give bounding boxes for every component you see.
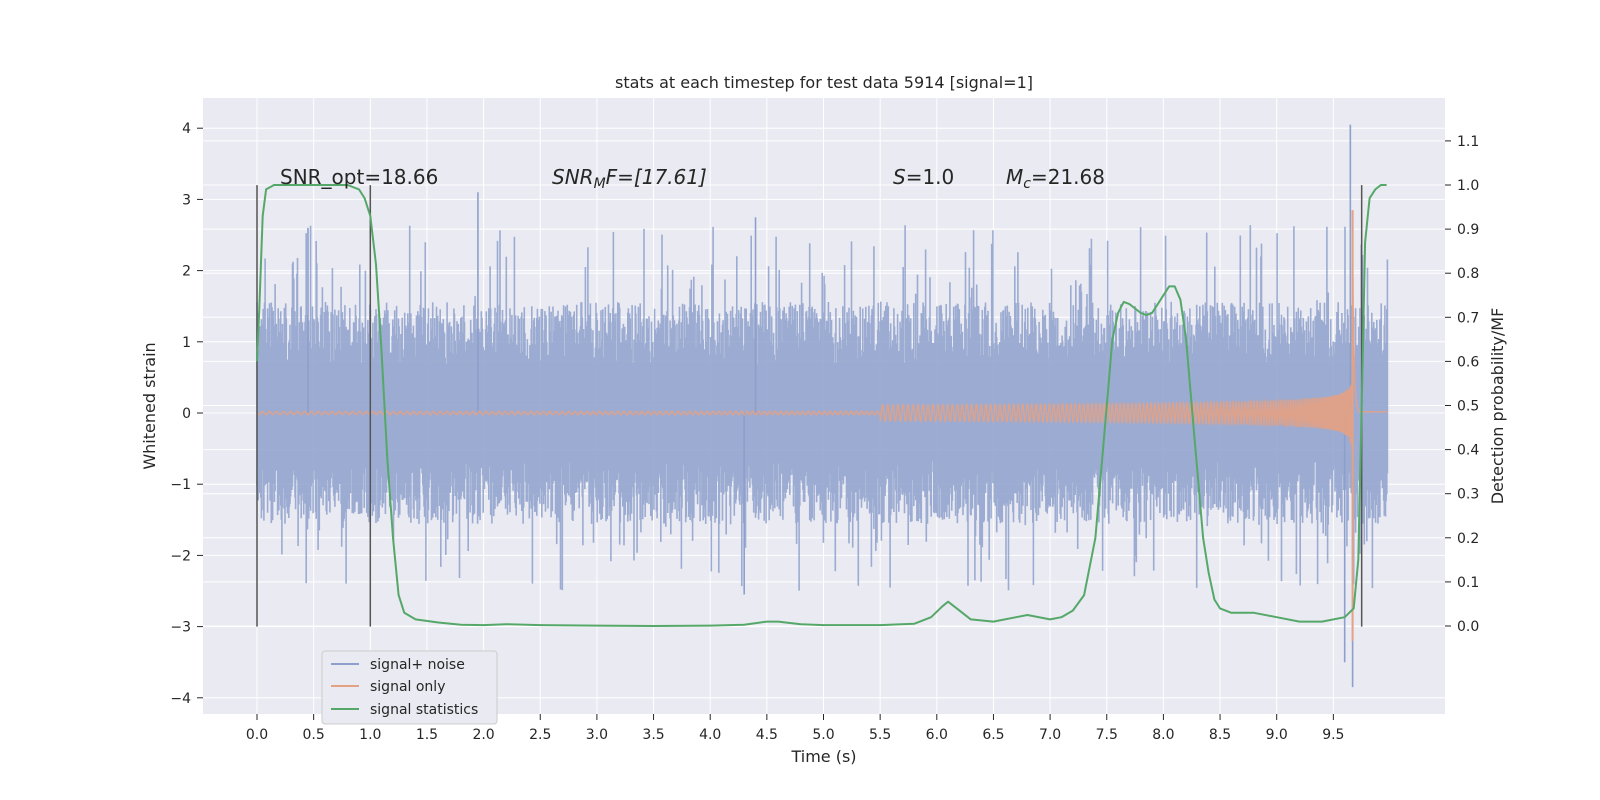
x-tick-label: 1.5 [416, 727, 438, 743]
legend-label-signal-only: signal only [370, 679, 445, 695]
annotation-s-symbol: S [893, 165, 906, 189]
legend-label-signal-statistics: signal statistics [370, 702, 478, 718]
y-tick-label: 2 [182, 264, 191, 280]
x-tick-label: 9.5 [1322, 727, 1344, 743]
y-right-tick-label: 0.7 [1457, 310, 1479, 326]
x-tick-label: 1.0 [359, 727, 381, 743]
y-right-tick-label: 0.6 [1457, 354, 1479, 370]
y-tick-label: 1 [182, 335, 191, 351]
y-tick-label: −2 [170, 548, 191, 564]
y-right-tick-label: 0.2 [1457, 531, 1479, 547]
annotation-snr-mf-symbol: SNR [552, 165, 594, 189]
x-tick-label: 5.5 [869, 727, 891, 743]
annotation-mc-symbol: M [1006, 165, 1023, 189]
y-right-tick-label: 0.8 [1457, 266, 1479, 282]
x-tick-label: 7.5 [1096, 727, 1118, 743]
x-tick-label: 3.0 [586, 727, 608, 743]
y-right-tick-label: 0.9 [1457, 222, 1479, 238]
y-right-tick-label: 1.0 [1457, 178, 1479, 194]
legend-label-signal-noise: signal+ noise [370, 657, 465, 673]
annotation-s: S=1.0 [893, 165, 954, 189]
legend-box [321, 650, 498, 725]
y-right-tick-label: 0.0 [1457, 619, 1479, 635]
x-tick-label: 0.5 [303, 727, 325, 743]
x-axis-label: Time (s) [790, 747, 856, 766]
x-tick-label: 5.0 [812, 727, 834, 743]
annotation-snr-mf: SNRMF=[17.61] [552, 165, 707, 192]
annotation-s-value: =1.0 [906, 165, 955, 189]
series-signal-statistics [256, 184, 1387, 627]
y-tick-label: −1 [170, 477, 191, 493]
y-axis-label: Whitened strain [140, 342, 159, 469]
y-tick-label: −4 [170, 691, 191, 707]
annotation-mc-sub: c [1023, 176, 1031, 192]
x-tick-label: 4.5 [756, 727, 778, 743]
annotation-snr-mf-rest: F=[17.61] [606, 165, 707, 189]
annotation-snr-mf-sub: M [594, 176, 606, 192]
y-tick-label: 3 [182, 192, 191, 208]
y-right-tick-label: 1.1 [1457, 134, 1479, 150]
annotation-snr-opt: SNR_opt=18.66 [280, 165, 438, 189]
x-tick-label: 8.0 [1152, 727, 1174, 743]
y-axis-label-right: Detection probability/MF [1488, 308, 1507, 505]
x-tick-label: 9.0 [1266, 727, 1288, 743]
y-tick-label: −3 [170, 620, 191, 636]
series-signal-only [256, 210, 1388, 641]
x-tick-label: 7.0 [1039, 727, 1061, 743]
y-ticks-right: 1.1 1.0 0.9 0.8 0.7 0.6 0.5 0.4 0.3 0.2 0.1 0.0 [1445, 134, 1479, 635]
chart-title: stats at each timestep for test data 591… [615, 73, 1033, 92]
y-tick-label: 0 [182, 406, 191, 422]
legend: signal+ noise signal only signal statist… [321, 650, 498, 725]
chirp-trace [256, 259, 1388, 450]
statistics-line [256, 184, 1387, 627]
x-tick-label: 8.5 [1209, 727, 1231, 743]
y-ticks-left: 4 3 2 1 0 −1 −2 −3 −4 [170, 121, 203, 707]
x-tick-label: 6.5 [982, 727, 1004, 743]
x-tick-label: 4.0 [699, 727, 721, 743]
y-right-tick-label: 0.3 [1457, 487, 1479, 503]
x-tick-label: 6.0 [926, 727, 948, 743]
annotation-mc: Mc=21.68 [1006, 165, 1105, 192]
x-tick-label: 2.5 [529, 727, 551, 743]
annotation-mc-value: =21.68 [1031, 165, 1105, 189]
y-right-tick-label: 0.1 [1457, 575, 1479, 591]
x-ticks: 0.0 0.5 1.0 1.5 2.0 2.5 3.0 3.5 4.0 4.5 5.0 5.5 6.0 6… [246, 714, 1344, 743]
y-right-tick-label: 0.4 [1457, 443, 1479, 459]
x-tick-label: 2.0 [472, 727, 494, 743]
x-tick-label: 3.5 [642, 727, 664, 743]
y-right-tick-label: 0.5 [1457, 399, 1479, 415]
x-tick-label: 0.0 [246, 727, 268, 743]
y-tick-label: 4 [182, 121, 191, 137]
